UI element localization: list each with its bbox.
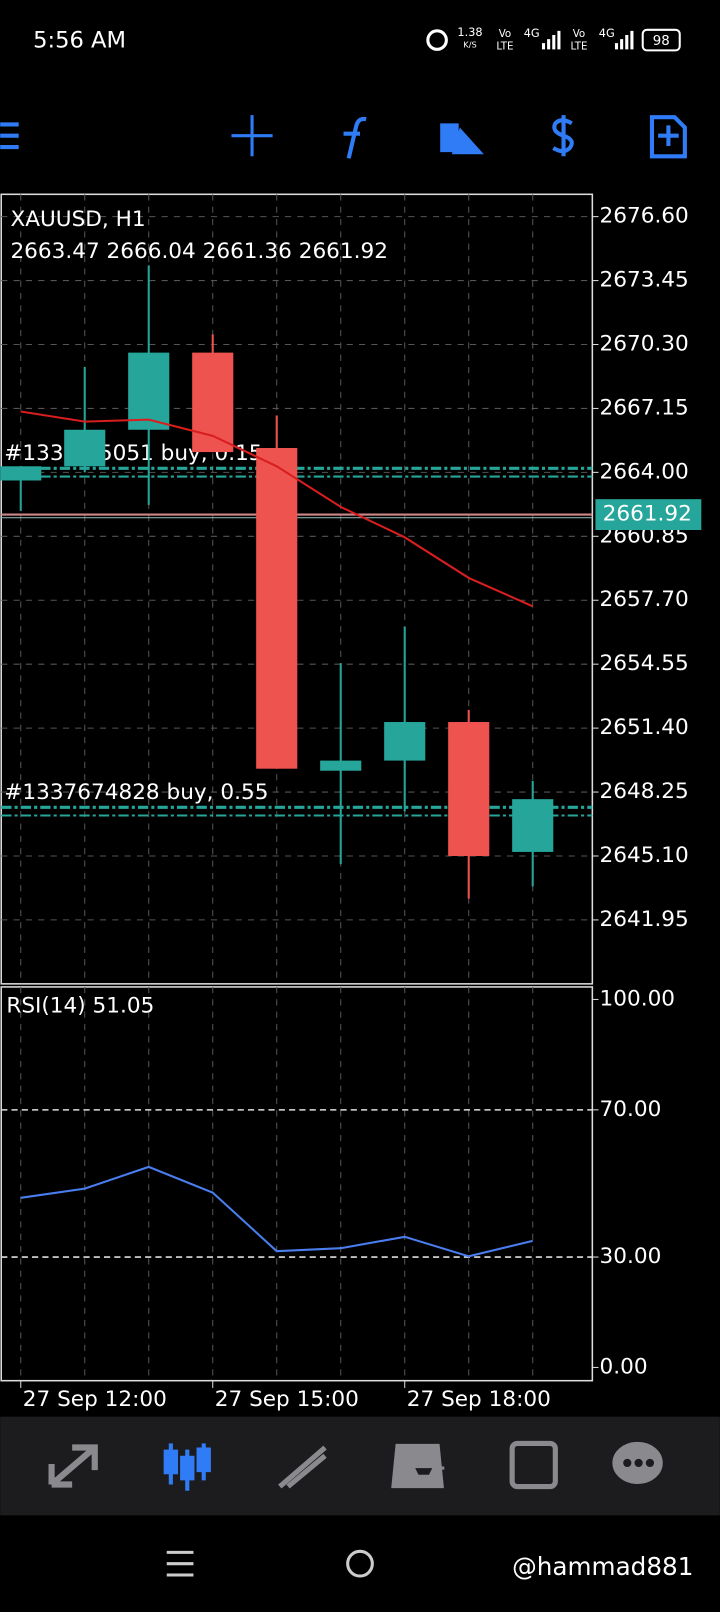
menu-button[interactable] <box>0 122 19 150</box>
y-tick-label: 2673.45 <box>600 268 689 293</box>
candle-body <box>0 466 42 481</box>
indicators-button[interactable] <box>343 116 367 159</box>
y-tick-label: 2645.10 <box>600 843 689 868</box>
y-tick-label: 2667.15 <box>600 395 689 420</box>
watermark: @hammad881 <box>512 1552 693 1581</box>
last-price-label: 2661.92 <box>603 502 692 527</box>
candle-body <box>448 722 490 856</box>
x-tick-label: 27 Sep 18:00 <box>407 1387 551 1412</box>
y-tick-label: 2657.70 <box>600 587 689 612</box>
candle-body <box>192 352 234 453</box>
news-tab[interactable] <box>509 1440 558 1490</box>
network-type: 4G <box>524 27 540 40</box>
order-label: #1337674828 buy, 0.55 <box>4 780 268 805</box>
bottom-nav <box>0 1416 720 1516</box>
y-tick-label: 2664.00 <box>600 459 689 484</box>
y-tick-label: 2670.30 <box>600 332 689 357</box>
status-time: 5:56 AM <box>33 28 126 54</box>
rsi-line <box>20 1165 533 1258</box>
y-tick-label: 100.00 <box>600 986 676 1011</box>
candle-body <box>256 448 298 769</box>
panel-frame <box>0 193 594 985</box>
system-nav <box>166 1549 374 1578</box>
chart-title: XAUUSD, H1 <box>10 207 145 232</box>
signal-icon <box>541 30 561 50</box>
panel-frame <box>0 986 594 1382</box>
battery-level: 98 <box>653 34 670 49</box>
signal-icon <box>614 30 634 50</box>
indicator-title: RSI(14) 51.05 <box>6 993 154 1018</box>
candle-body <box>64 429 106 467</box>
candle-body <box>384 722 426 761</box>
objects-button[interactable] <box>440 123 484 155</box>
y-tick-label: 2641.95 <box>600 907 689 932</box>
x-tick-label: 27 Sep 12:00 <box>23 1387 167 1412</box>
y-tick-label: 2648.25 <box>600 779 689 804</box>
y-tick-label: 2654.55 <box>600 651 689 676</box>
y-tick-label: 2651.40 <box>600 715 689 740</box>
y-tick-label: 0.00 <box>600 1354 648 1379</box>
speed: 1.38 <box>457 26 482 39</box>
history-tab[interactable] <box>391 1443 445 1489</box>
home-button[interactable] <box>346 1549 374 1578</box>
last-price-tag <box>595 499 702 531</box>
volte-top: Vo <box>573 28 586 40</box>
toolbar <box>0 115 687 159</box>
timeframe-button[interactable] <box>552 115 574 157</box>
candle-body <box>512 799 554 852</box>
moving-average <box>20 410 534 608</box>
recents-button[interactable] <box>166 1550 194 1577</box>
candle-body <box>128 352 170 430</box>
candle-body <box>320 760 362 771</box>
volte-bottom: LTE <box>570 40 587 52</box>
y-tick-label: 2676.60 <box>600 204 689 229</box>
y-tick-label: 70.00 <box>600 1097 662 1122</box>
speed-unit: K/S <box>463 40 476 50</box>
volte-top: Vo <box>499 28 512 40</box>
alarm-icon <box>426 29 448 51</box>
crosshair-button[interactable] <box>231 115 273 157</box>
chart-subtitle: 2663.47 2666.04 2661.36 2661.92 <box>10 239 388 264</box>
templates-button[interactable] <box>649 115 687 159</box>
trade-tab[interactable] <box>278 1445 327 1489</box>
chart-tab[interactable] <box>163 1443 211 1491</box>
network-type: 4G <box>599 27 615 40</box>
battery-icon <box>641 28 681 52</box>
volte-bottom: LTE <box>496 40 513 52</box>
quotes-tab[interactable] <box>48 1444 98 1488</box>
plot-area: 2676.602673.452670.302667.152664.002660.… <box>0 193 702 1412</box>
x-tick-label: 27 Sep 15:00 <box>215 1387 359 1412</box>
chat-dots <box>623 1458 655 1468</box>
y-tick-label: 30.00 <box>600 1244 662 1269</box>
